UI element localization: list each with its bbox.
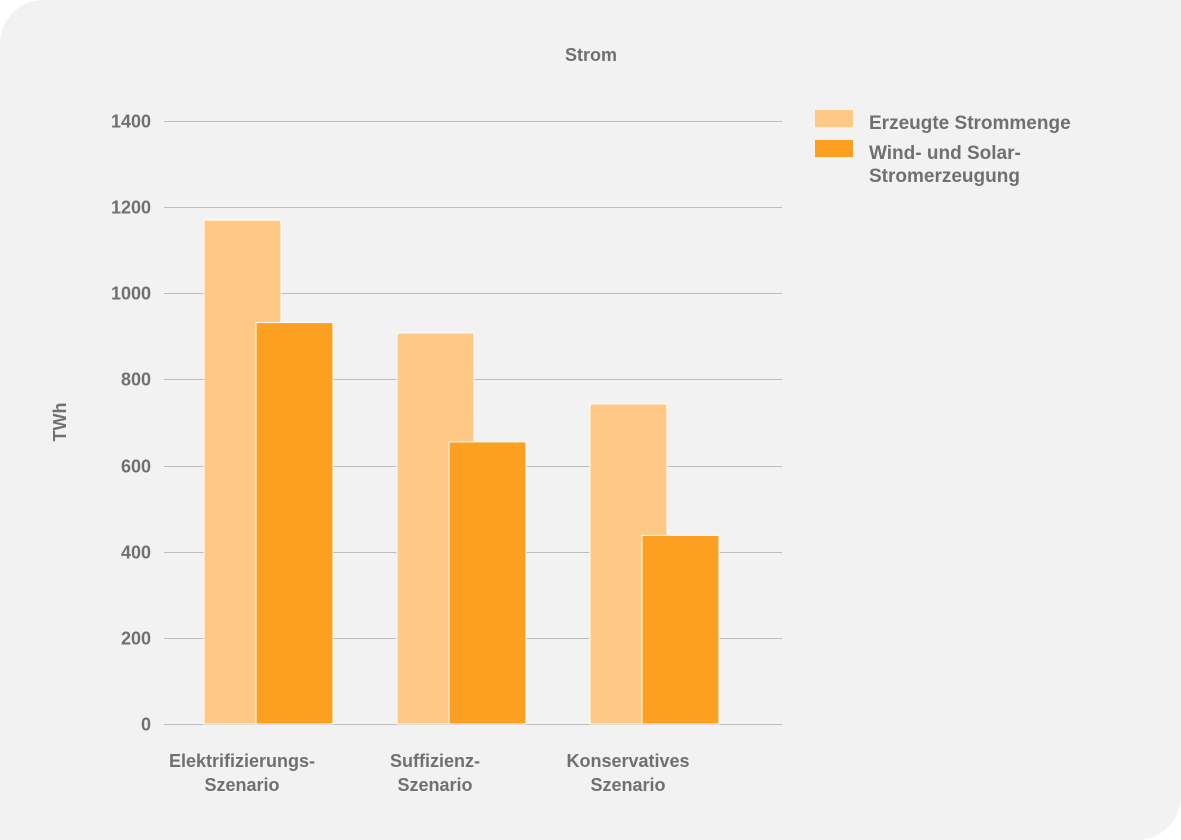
x-category-labels: Elektrifizierungs- Szenario Suffizienz- Sze… xyxy=(169,751,690,795)
x-category-label: Elektrifizierungs- Szenario xyxy=(169,751,315,795)
y-tick-label: 200 xyxy=(121,629,151,649)
bar-series-2-1 xyxy=(255,322,334,725)
legend-label-2: Wind- und Solar-Stromerzeugung xyxy=(869,143,1021,187)
legend-label-line: Stromerzeugung xyxy=(869,166,1020,187)
legend-label-line: Erzeugte Strommenge xyxy=(869,113,1071,134)
y-tick-label: 800 xyxy=(121,370,151,390)
x-category-label-line: Elektrifizierungs- xyxy=(169,751,315,771)
x-category-label-line: Szenario xyxy=(204,775,279,795)
y-tick-label: 400 xyxy=(121,543,151,563)
legend-label-line: Wind- und Solar- xyxy=(869,143,1021,164)
y-tick-label: 1400 xyxy=(111,112,151,132)
bar-series-2-2 xyxy=(448,441,527,725)
x-category-label: Konservatives Szenario xyxy=(566,751,689,795)
y-tick-labels: 0 200 400 600 800 1000 1200 1400 xyxy=(111,112,151,735)
x-category-label-line: Konservatives xyxy=(566,751,689,771)
legend-swatch-1 xyxy=(815,110,853,127)
y-tick-label: 1000 xyxy=(111,284,151,304)
legend-swatch-2 xyxy=(815,140,853,157)
x-category-label-line: Szenario xyxy=(397,775,472,795)
bar-series-2-3 xyxy=(641,534,720,725)
y-tick-label: 0 xyxy=(141,715,151,735)
chart-title: Strom xyxy=(565,45,617,65)
legend-label-1: Erzeugte Strommenge xyxy=(869,113,1071,134)
y-axis-label: TWh xyxy=(50,403,70,442)
x-category-label-line: Szenario xyxy=(590,775,665,795)
bars xyxy=(203,219,720,725)
x-category-label-line: Suffizienz- xyxy=(390,751,480,771)
legend: Erzeugte Strommenge Wind- und Solar-Strom… xyxy=(815,110,1071,187)
x-category-label: Suffizienz- Szenario xyxy=(390,751,480,795)
y-tick-label: 600 xyxy=(121,457,151,477)
y-tick-label: 1200 xyxy=(111,198,151,218)
